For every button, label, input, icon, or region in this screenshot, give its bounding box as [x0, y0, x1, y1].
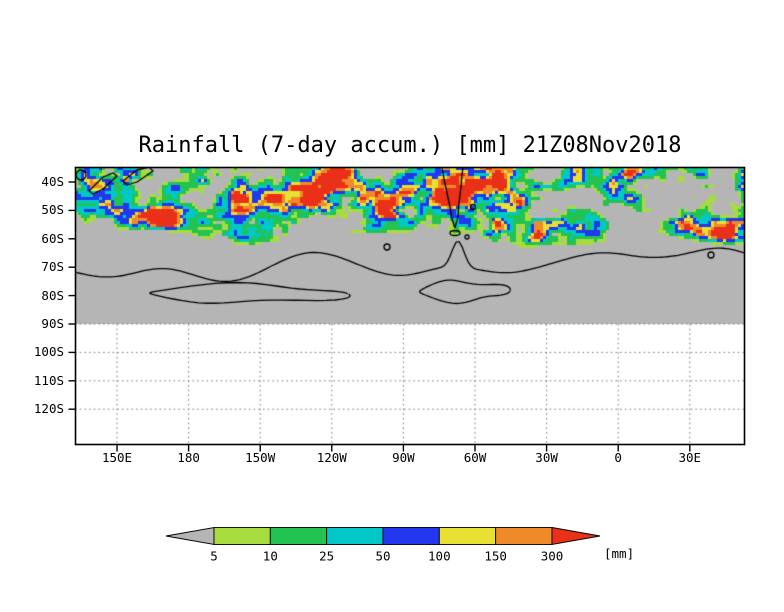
- x-axis-label-120w: 120W: [316, 450, 347, 465]
- y-axis-label-80s: 80S: [41, 287, 64, 303]
- x-axis-label-30w: 30W: [535, 450, 558, 465]
- colorbar-tick-label-300: 300: [541, 549, 564, 564]
- colorbar-tick-label-50: 50: [375, 549, 390, 564]
- y-axis-label-50s: 50S: [41, 202, 64, 218]
- y-axis-label-100s: 100S: [33, 344, 64, 360]
- y-axis-label-110s: 110S: [33, 372, 64, 388]
- colorbar-segment-3: [382, 527, 440, 545]
- colorbar-tick-label-100: 100: [428, 549, 451, 564]
- colorbar-below-arrow: [165, 526, 215, 546]
- x-axis-label-30e: 30E: [678, 450, 702, 465]
- colorbar-tick-label-5: 5: [210, 549, 218, 564]
- y-axis-label-40s: 40S: [41, 174, 64, 189]
- colorbar-tick-label-25: 25: [319, 549, 334, 564]
- colorbar-segment-0: [213, 527, 271, 545]
- y-axis-label-90s: 90S: [41, 316, 64, 331]
- colorbar-segment-2: [326, 527, 384, 545]
- colorbar-tick-label-10: 10: [263, 549, 278, 564]
- y-axis-label-60s: 60S: [41, 230, 64, 246]
- colorbar-tick-label-150: 150: [484, 549, 507, 564]
- x-axis-label-60w: 60W: [463, 450, 487, 465]
- colorbar-units-label: [mm]: [604, 546, 635, 561]
- colorbar-segment-5: [495, 527, 553, 545]
- colorbar-segment-1: [269, 527, 328, 545]
- map-canvas: [75, 167, 745, 445]
- colorbar-segment-4: [438, 527, 497, 545]
- colorbar: 5 10 25 50 100 150 300: [165, 526, 601, 564]
- y-axis-label-70s: 70S: [41, 259, 64, 275]
- x-axis-label-90w: 90W: [392, 450, 415, 465]
- x-axis-label-0: 0: [614, 450, 622, 465]
- x-axis-label-150w: 150W: [245, 450, 276, 465]
- colorbar-above-arrow: [551, 526, 601, 546]
- y-axis-label-120s: 120S: [33, 401, 64, 417]
- x-axis-label-150e: 150E: [101, 450, 133, 465]
- x-axis-label-180: 180: [177, 450, 200, 465]
- chart-title: Rainfall (7-day accum.) [mm] 21Z08Nov201…: [138, 133, 682, 158]
